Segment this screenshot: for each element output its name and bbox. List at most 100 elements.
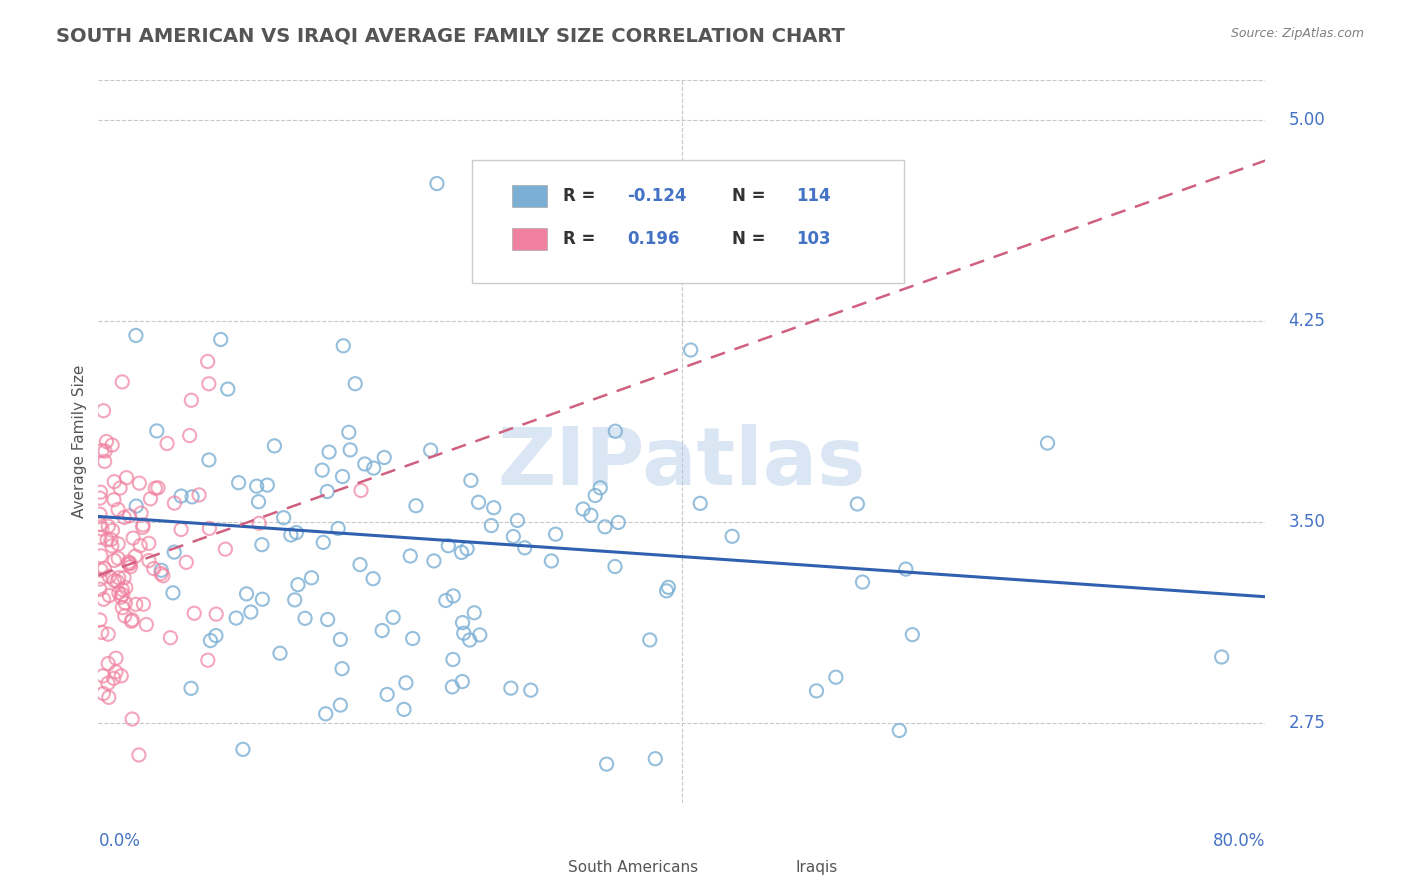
FancyBboxPatch shape xyxy=(472,160,904,283)
Point xyxy=(112,571,135,585)
Point xyxy=(103,574,125,588)
Point xyxy=(110,590,132,604)
Text: ZIPatlas: ZIPatlas xyxy=(498,425,866,502)
Point xyxy=(657,580,679,594)
Point xyxy=(235,587,257,601)
Point xyxy=(107,502,129,516)
Point xyxy=(401,632,423,646)
Point xyxy=(91,522,114,536)
Point xyxy=(107,571,129,585)
Text: 4.25: 4.25 xyxy=(1289,312,1326,330)
Point xyxy=(363,461,385,475)
Point xyxy=(132,520,155,534)
Point xyxy=(316,484,339,499)
Point xyxy=(824,670,846,684)
Point xyxy=(142,561,165,575)
Point xyxy=(129,506,152,520)
Point xyxy=(129,539,152,553)
Point xyxy=(138,553,160,567)
Point xyxy=(180,681,202,696)
Point xyxy=(250,538,273,552)
Point xyxy=(589,481,612,495)
Point xyxy=(94,444,117,458)
Point xyxy=(605,424,627,438)
Point xyxy=(579,508,602,523)
Point xyxy=(90,549,112,563)
Point xyxy=(392,702,415,716)
Text: 2.75: 2.75 xyxy=(1289,714,1326,731)
Point xyxy=(93,592,115,607)
Text: N =: N = xyxy=(733,230,772,248)
Point xyxy=(423,554,446,568)
Point xyxy=(111,588,134,602)
Text: SOUTH AMERICAN VS IRAQI AVERAGE FAMILY SIZE CORRELATION CHART: SOUTH AMERICAN VS IRAQI AVERAGE FAMILY S… xyxy=(56,27,845,45)
Text: R =: R = xyxy=(562,230,600,248)
Point xyxy=(101,438,124,452)
Point xyxy=(132,517,155,532)
Point xyxy=(93,561,115,575)
Point xyxy=(97,519,120,533)
Point xyxy=(125,328,148,343)
Point xyxy=(93,686,115,700)
Point xyxy=(89,507,111,521)
Point xyxy=(163,545,186,559)
Point xyxy=(232,742,254,756)
Point xyxy=(97,627,120,641)
Point xyxy=(332,469,354,483)
Point xyxy=(121,614,143,628)
Point xyxy=(217,382,239,396)
Point xyxy=(337,425,360,440)
Text: R =: R = xyxy=(562,187,600,205)
Point xyxy=(373,450,395,465)
Point xyxy=(149,566,172,581)
Point xyxy=(110,669,132,683)
Point xyxy=(458,632,481,647)
Point xyxy=(122,531,145,545)
Point xyxy=(460,474,482,488)
Point xyxy=(104,665,127,679)
Point xyxy=(112,510,135,524)
Point xyxy=(114,596,136,610)
Point xyxy=(170,523,193,537)
Point xyxy=(214,542,236,557)
Point xyxy=(1211,650,1233,665)
Point xyxy=(135,617,157,632)
Point xyxy=(375,688,398,702)
FancyBboxPatch shape xyxy=(529,858,561,877)
Point xyxy=(441,589,464,603)
Point xyxy=(200,633,222,648)
Point xyxy=(104,651,127,665)
Point xyxy=(339,442,361,457)
Point xyxy=(371,624,394,638)
Point xyxy=(467,495,489,509)
Point xyxy=(583,489,606,503)
Point xyxy=(482,500,505,515)
Point xyxy=(101,524,124,538)
Text: 0.196: 0.196 xyxy=(627,230,679,248)
Point xyxy=(247,516,270,531)
Point xyxy=(806,684,828,698)
Point xyxy=(183,607,205,621)
Point xyxy=(125,499,148,513)
Point xyxy=(453,626,475,640)
Point xyxy=(285,525,308,540)
Text: -0.124: -0.124 xyxy=(627,187,686,205)
Point xyxy=(269,646,291,660)
Point xyxy=(644,752,666,766)
Point xyxy=(120,559,142,574)
Point xyxy=(468,628,491,642)
Point xyxy=(721,529,744,543)
Point xyxy=(146,424,169,438)
Point xyxy=(318,445,340,459)
Point xyxy=(152,568,174,582)
Point xyxy=(97,676,120,690)
Text: 80.0%: 80.0% xyxy=(1213,831,1265,850)
Point xyxy=(97,690,120,705)
Point xyxy=(263,439,285,453)
Point xyxy=(399,549,422,563)
Point xyxy=(426,177,449,191)
Point xyxy=(111,600,134,615)
Point xyxy=(312,535,335,549)
Point xyxy=(139,491,162,506)
Point xyxy=(451,674,474,689)
